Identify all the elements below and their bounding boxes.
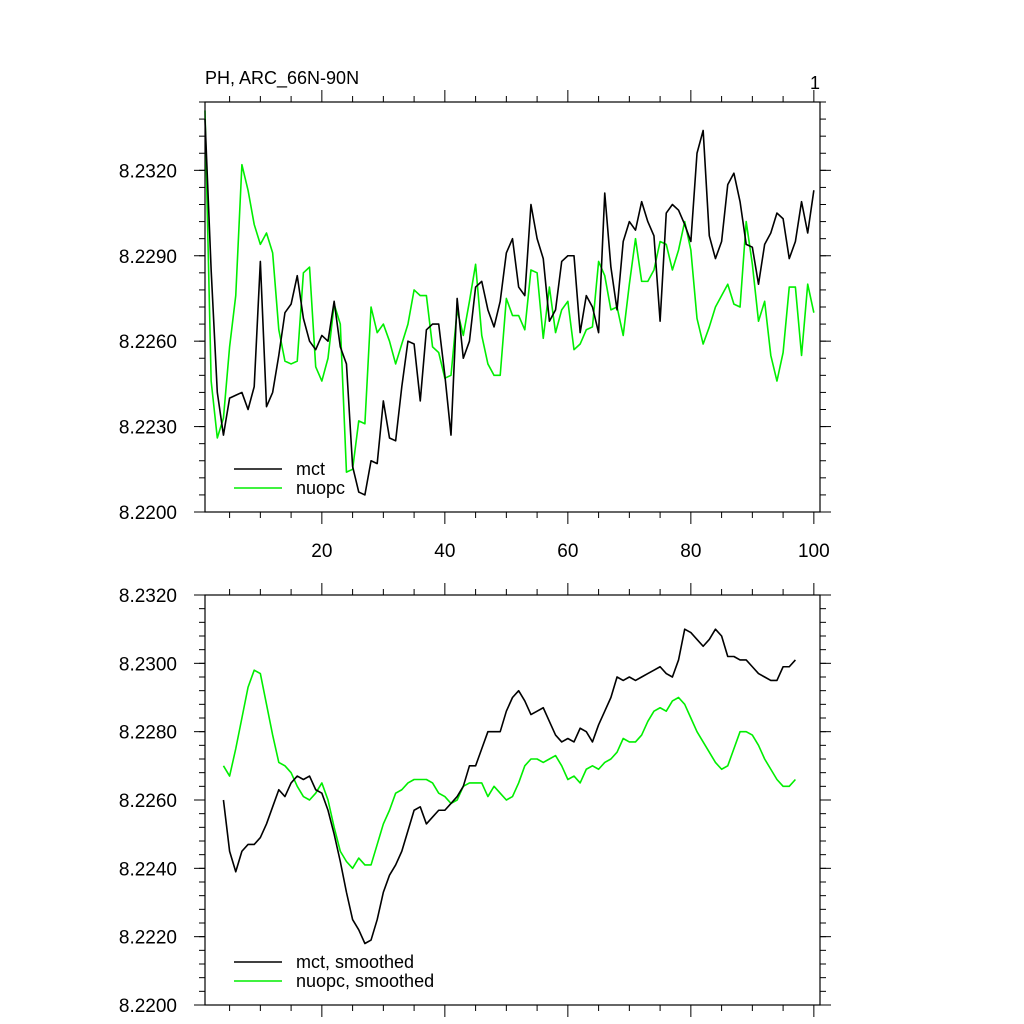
x-tick-label: 100 (798, 541, 830, 562)
y-tick-label: 8.2280 (119, 723, 177, 744)
y-tick-label: 8.2300 (119, 654, 177, 675)
legend-label-nuopc-smoothed: nuopc, smoothed (296, 971, 434, 991)
series-line-nuopc-smoothed (222, 669, 796, 870)
legend-label-mct-smoothed: mct, smoothed (296, 952, 414, 972)
legend-label-nuopc: nuopc (296, 478, 345, 498)
top-tick-labels: 8.2200 8.2230 8.2260 8.2290 8.2320 20 40 60 80 10… (119, 161, 830, 562)
legend-label-mct: mct (296, 459, 325, 479)
x-tick-label: 80 (680, 541, 701, 562)
series-line-nuopc (204, 110, 815, 473)
bottom-series (222, 628, 796, 945)
bottom-legend: mct, smoothed nuopc, smoothed (234, 952, 434, 991)
x-tick-label: 60 (557, 541, 578, 562)
y-tick-label: 8.2320 (119, 586, 177, 607)
bottom-plot-frame (204, 594, 821, 1006)
title-left: PH, ARC_66N-90N (205, 68, 359, 89)
y-tick-label: 8.2260 (119, 791, 177, 812)
top-series (204, 110, 815, 496)
y-tick-label: 8.2200 (119, 503, 177, 524)
y-tick-label: 8.2220 (119, 928, 177, 949)
top-panel: PH, ARC_66N-90N 1 8.22008.22308.22608.22… (119, 68, 831, 562)
y-tick-label: 8.2320 (119, 161, 177, 182)
y-tick-label: 8.2260 (119, 332, 177, 353)
bottom-ticks (194, 583, 831, 1017)
top-ticks (194, 90, 831, 524)
y-tick-label: 8.2200 (119, 996, 177, 1017)
y-tick-label: 8.2230 (119, 418, 177, 439)
bottom-panel: 8.2200 8.2220 8.2240 8.2260 8.2280 8.2300 8.23… (119, 583, 831, 1017)
y-tick-label: 8.2290 (119, 247, 177, 268)
series-line-mct (204, 119, 815, 496)
x-tick-label: 20 (311, 541, 332, 562)
top-legend: mct nuopc (234, 459, 345, 498)
bottom-tick-labels: 8.2200 8.2220 8.2240 8.2260 8.2280 8.2300 8.23… (119, 586, 177, 1017)
series-line-mct-smoothed (222, 628, 796, 945)
title-right: 1 (810, 73, 820, 93)
y-tick-label: 8.2240 (119, 859, 177, 880)
top-plot-frame (204, 101, 821, 513)
x-tick-label: 40 (434, 541, 455, 562)
